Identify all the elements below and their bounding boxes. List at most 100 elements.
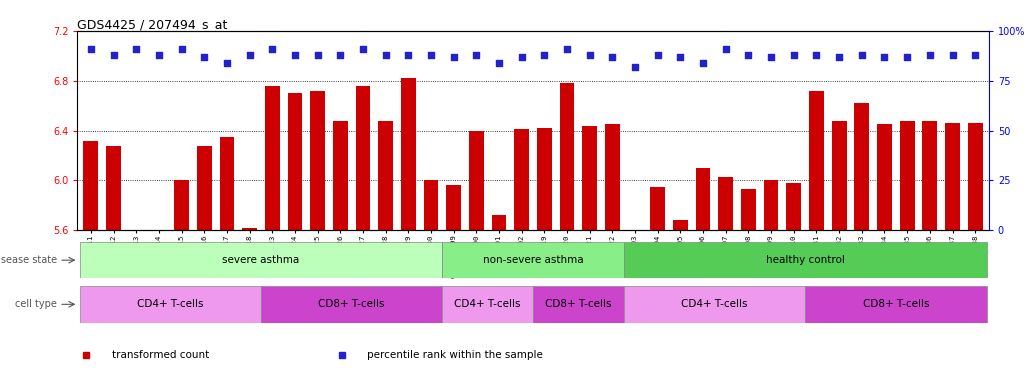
Bar bbox=[900, 121, 915, 384]
Text: severe asthma: severe asthma bbox=[222, 255, 300, 265]
Text: CD8+ T-cells: CD8+ T-cells bbox=[545, 299, 612, 310]
Point bbox=[695, 60, 712, 66]
Bar bbox=[695, 168, 711, 384]
Point bbox=[400, 51, 416, 58]
Point bbox=[513, 54, 529, 60]
Text: GDS4425 / 207494_s_at: GDS4425 / 207494_s_at bbox=[77, 18, 228, 31]
Point bbox=[218, 60, 235, 66]
Point bbox=[377, 51, 393, 58]
Point bbox=[786, 51, 802, 58]
Point bbox=[241, 51, 258, 58]
Bar bbox=[514, 129, 529, 384]
Point bbox=[718, 46, 734, 52]
Text: CD4+ T-cells: CD4+ T-cells bbox=[454, 299, 521, 310]
Bar bbox=[265, 86, 279, 384]
Bar bbox=[151, 234, 166, 384]
Text: CD4+ T-cells: CD4+ T-cells bbox=[681, 299, 748, 310]
Point bbox=[922, 51, 938, 58]
Bar bbox=[923, 121, 937, 384]
Point bbox=[650, 51, 666, 58]
Point bbox=[763, 54, 780, 60]
Bar bbox=[968, 123, 983, 384]
Bar bbox=[491, 215, 507, 384]
Point bbox=[309, 51, 325, 58]
Text: CD4+ T-cells: CD4+ T-cells bbox=[137, 299, 204, 310]
Bar bbox=[533, 286, 624, 323]
Bar bbox=[129, 237, 143, 384]
Bar bbox=[261, 286, 442, 323]
Point bbox=[173, 46, 190, 52]
Point bbox=[128, 46, 144, 52]
Point bbox=[673, 54, 689, 60]
Point bbox=[82, 46, 99, 52]
Point bbox=[809, 51, 825, 58]
Bar bbox=[878, 124, 892, 384]
Bar bbox=[537, 128, 552, 384]
Bar bbox=[582, 126, 597, 384]
Bar bbox=[442, 242, 624, 278]
Text: CD8+ T-cells: CD8+ T-cells bbox=[862, 299, 929, 310]
Bar bbox=[174, 180, 188, 384]
Point bbox=[422, 51, 439, 58]
Point bbox=[196, 54, 212, 60]
Bar bbox=[624, 242, 987, 278]
Point bbox=[286, 51, 303, 58]
Point bbox=[605, 54, 621, 60]
Text: percentile rank within the sample: percentile rank within the sample bbox=[367, 350, 543, 360]
Bar bbox=[106, 146, 121, 384]
Bar bbox=[605, 124, 620, 384]
Bar bbox=[355, 86, 371, 384]
Bar bbox=[378, 121, 393, 384]
Bar bbox=[624, 286, 805, 323]
Point bbox=[899, 54, 916, 60]
Point bbox=[468, 51, 484, 58]
Bar bbox=[673, 220, 688, 384]
Bar bbox=[805, 286, 987, 323]
Bar bbox=[423, 180, 439, 384]
Bar bbox=[559, 83, 575, 384]
Bar bbox=[718, 177, 733, 384]
Bar bbox=[650, 187, 665, 384]
Bar bbox=[333, 121, 348, 384]
Point bbox=[854, 51, 870, 58]
Bar bbox=[197, 146, 211, 384]
Text: cell type: cell type bbox=[15, 299, 57, 310]
Bar bbox=[832, 121, 847, 384]
Text: disease state: disease state bbox=[0, 255, 57, 265]
Point bbox=[559, 46, 576, 52]
Bar bbox=[310, 91, 325, 384]
Point bbox=[105, 51, 122, 58]
Bar bbox=[401, 78, 416, 384]
Text: non-severe asthma: non-severe asthma bbox=[483, 255, 583, 265]
Bar bbox=[79, 286, 261, 323]
Text: transformed count: transformed count bbox=[112, 350, 209, 360]
Bar bbox=[627, 234, 643, 384]
Bar bbox=[787, 183, 801, 384]
Bar bbox=[83, 141, 98, 384]
Point bbox=[945, 51, 961, 58]
Bar bbox=[287, 93, 302, 384]
Point bbox=[967, 51, 984, 58]
Bar bbox=[764, 180, 779, 384]
Bar bbox=[446, 185, 461, 384]
Bar bbox=[242, 228, 256, 384]
Bar bbox=[946, 123, 960, 384]
Point bbox=[264, 46, 280, 52]
Text: CD8+ T-cells: CD8+ T-cells bbox=[318, 299, 385, 310]
Point bbox=[354, 46, 371, 52]
Point bbox=[741, 51, 757, 58]
Point bbox=[332, 51, 348, 58]
Text: healthy control: healthy control bbox=[765, 255, 845, 265]
Bar bbox=[810, 91, 824, 384]
Bar bbox=[219, 137, 234, 384]
Point bbox=[877, 54, 893, 60]
Bar bbox=[442, 286, 533, 323]
Point bbox=[582, 51, 598, 58]
Bar bbox=[855, 103, 869, 384]
Point bbox=[831, 54, 848, 60]
Point bbox=[537, 51, 553, 58]
Point bbox=[150, 51, 167, 58]
Point bbox=[627, 64, 644, 70]
Point bbox=[490, 60, 507, 66]
Bar bbox=[79, 242, 442, 278]
